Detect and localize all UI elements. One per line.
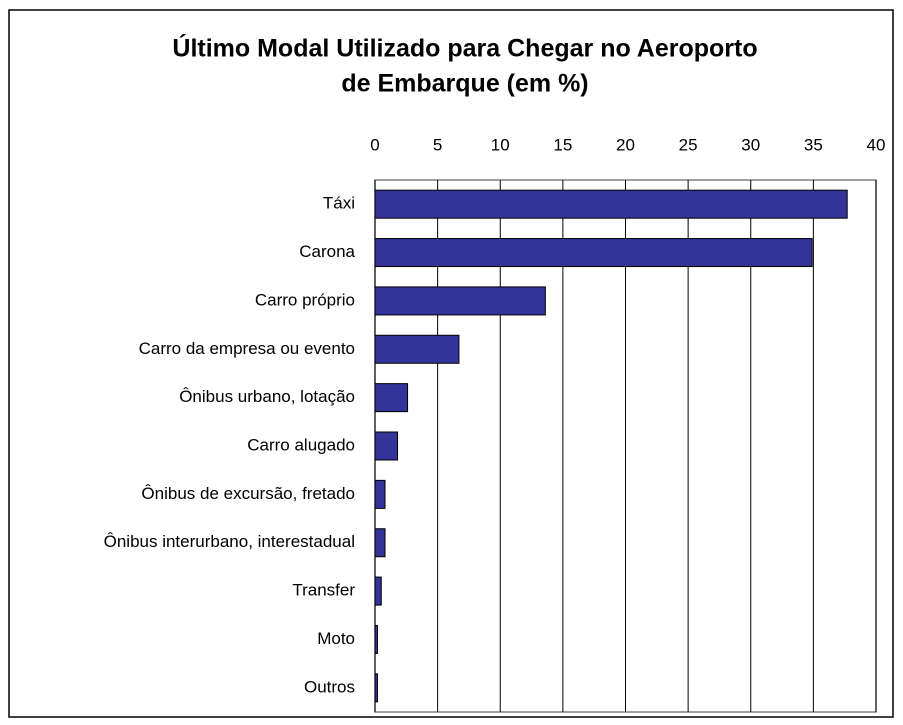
bar bbox=[374, 624, 379, 654]
x-tick-label: 35 bbox=[804, 135, 823, 154]
y-tick-label: Outros bbox=[304, 677, 355, 696]
bar bbox=[374, 286, 546, 316]
y-tick-label: Transfer bbox=[292, 581, 355, 600]
chart-title: Último Modal Utilizado para Chegar no Ae… bbox=[172, 33, 757, 63]
bar bbox=[374, 334, 460, 364]
y-tick-label: Ônibus urbano, lotação bbox=[179, 387, 355, 406]
chart-title: de Embarque (em %) bbox=[341, 70, 588, 98]
x-tick-label: 30 bbox=[741, 135, 760, 154]
x-tick-label: 0 bbox=[370, 135, 379, 154]
x-tick-label: 40 bbox=[867, 135, 886, 154]
bar bbox=[374, 431, 399, 461]
bar bbox=[374, 673, 379, 703]
y-tick-label: Ônibus interurbano, interestadual bbox=[104, 532, 355, 551]
y-tick-label: Moto bbox=[317, 629, 355, 648]
x-tick-label: 10 bbox=[491, 135, 510, 154]
y-tick-label: Carro alugado bbox=[247, 435, 355, 454]
y-tick-label: Carro próprio bbox=[255, 290, 355, 309]
x-tick-label: 20 bbox=[616, 135, 635, 154]
bar bbox=[374, 189, 848, 219]
y-tick-label: Táxi bbox=[323, 194, 355, 213]
bar bbox=[374, 576, 382, 606]
y-tick-label: Carro da empresa ou evento bbox=[139, 339, 355, 358]
bar bbox=[374, 383, 409, 413]
x-tick-label: 25 bbox=[679, 135, 698, 154]
bar bbox=[374, 479, 386, 509]
bar bbox=[374, 238, 813, 268]
y-tick-label: Ônibus de excursão, fretado bbox=[141, 484, 355, 503]
x-tick-label: 15 bbox=[553, 135, 572, 154]
bar bbox=[374, 528, 386, 558]
x-tick-label: 5 bbox=[433, 135, 442, 154]
y-tick-label: Carona bbox=[299, 242, 355, 261]
